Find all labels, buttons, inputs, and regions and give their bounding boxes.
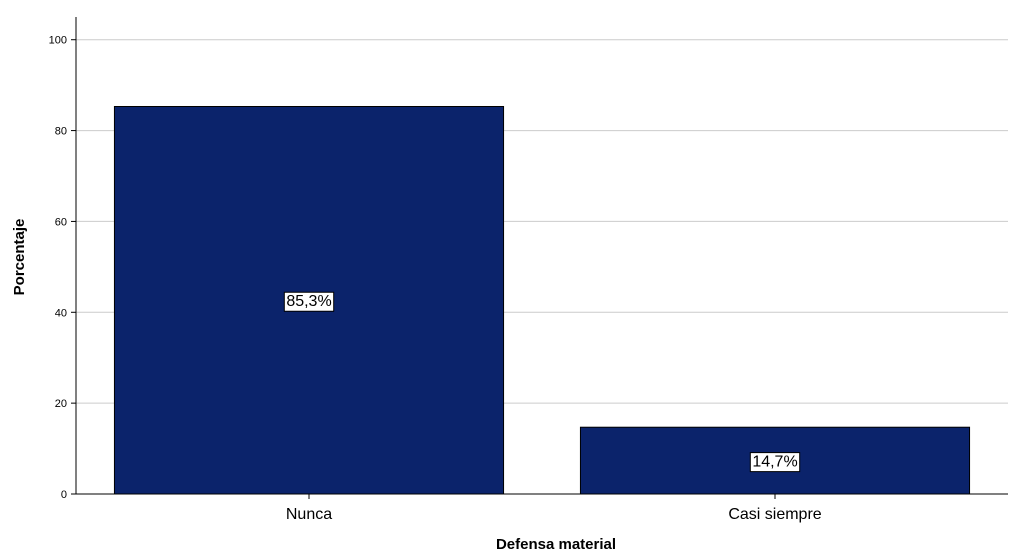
y-tick-label: 60: [55, 216, 67, 228]
y-tick-label: 20: [55, 398, 67, 410]
data-label-text: 85,3%: [286, 293, 331, 310]
data-label-box: [749, 452, 801, 473]
x-tick-label: Casi siempre: [728, 506, 821, 523]
x-axis-title: Defensa material: [496, 536, 616, 553]
data-label: 85,3%: [283, 291, 335, 312]
y-tick-label: 100: [49, 35, 67, 47]
data-label: 14,7%: [749, 452, 801, 473]
data-label-text: 14,7%: [752, 454, 797, 471]
x-tick-labels: Nunca Casi siempre: [286, 506, 822, 523]
data-labels: 85,3% 14,7%: [283, 291, 801, 473]
x-tick-label: Nunca: [286, 506, 332, 523]
y-axis-title: Porcentaje: [11, 219, 28, 296]
axes: [71, 17, 1008, 499]
y-tick-label: 0: [61, 489, 67, 501]
y-tick-label: 40: [55, 307, 67, 319]
data-label-box: [283, 291, 335, 312]
bars: [113, 105, 971, 495]
y-tick-labels: 0 20 40 60 80 100: [49, 35, 67, 501]
y-tick-label: 80: [55, 126, 67, 138]
